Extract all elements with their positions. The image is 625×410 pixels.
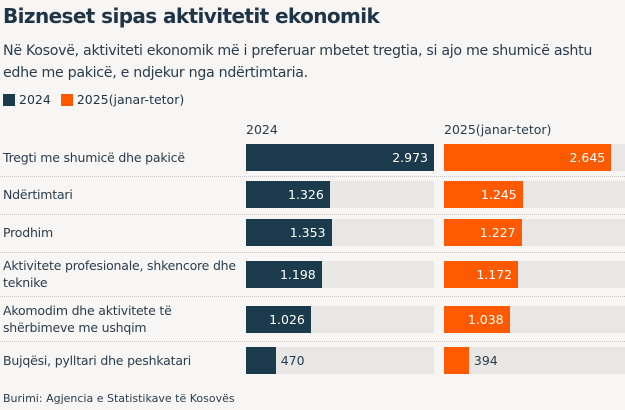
data-label: 1.353 xyxy=(289,225,326,240)
bar-track: 1.038 xyxy=(444,306,625,333)
legend-swatch-2024 xyxy=(3,93,15,106)
bar-track: 1.026 xyxy=(246,306,434,333)
category-label: Tregti me shumicë dhe pakicë xyxy=(3,150,185,165)
category-label: Ndërtimtari xyxy=(3,187,73,202)
bar-track: 2.645 xyxy=(444,144,625,171)
bar-2025 xyxy=(444,181,523,208)
chart-subtitle: Në Kosovë, aktiviteti ekonomik më i pref… xyxy=(3,43,593,81)
bar-track: 1.245 xyxy=(444,181,625,208)
data-label: 1.038 xyxy=(467,312,504,327)
bar-track: 1.198 xyxy=(246,261,434,288)
category-label: Prodhim xyxy=(3,225,53,240)
category-label: Aktivitete profesionale, shkencore dhe t… xyxy=(3,258,236,290)
column-header-2025: 2025(janar-tetor) xyxy=(444,122,552,137)
bar-track: 1.227 xyxy=(444,219,625,246)
legend-label-2025: 2025(janar-tetor) xyxy=(76,92,185,107)
data-label: 2.973 xyxy=(392,150,428,165)
bar-track: 1.172 xyxy=(444,261,625,288)
legend-item-2025: 2025(janar-tetor) xyxy=(60,92,185,107)
bar-2025 xyxy=(444,306,510,333)
legend-item-2024: 2024 xyxy=(3,92,51,107)
bar-track: 470 xyxy=(246,347,434,374)
row-separator xyxy=(0,341,625,342)
source-note: Burimi: Agjencia e Statistikave të Kosov… xyxy=(3,392,235,405)
data-label: 1.172 xyxy=(476,267,513,282)
legend-label-2024: 2024 xyxy=(19,92,51,107)
bar-track: 2.973 xyxy=(246,144,434,171)
bar-2025 xyxy=(444,219,522,246)
bar-2024 xyxy=(246,347,276,374)
row-separator xyxy=(0,176,625,177)
bar-2024 xyxy=(246,261,322,288)
column-header-2024: 2024 xyxy=(246,122,278,137)
bar-2025 xyxy=(444,144,612,171)
legend: 2024 2025(janar-tetor) xyxy=(3,92,194,107)
chart-title: Bizneset sipas aktivitetit ekonomik xyxy=(3,4,380,28)
data-label: 1.026 xyxy=(269,312,305,327)
data-label: 1.245 xyxy=(480,187,517,202)
bar-2024 xyxy=(246,144,434,171)
bar-track: 394 xyxy=(444,347,625,374)
legend-swatch-2025 xyxy=(60,93,73,106)
category-label: Bujqësi, pylltari dhe peshkatari xyxy=(3,353,191,368)
category-label: Akomodim dhe aktivitete të shërbimeve me… xyxy=(3,303,172,335)
data-label: 470 xyxy=(280,353,305,368)
data-label: 2.645 xyxy=(569,150,606,165)
row-separator xyxy=(0,214,625,215)
data-label: 1.198 xyxy=(279,267,316,282)
row-separator xyxy=(0,296,625,297)
bar-2024 xyxy=(246,219,332,246)
data-label: 1.326 xyxy=(288,187,324,202)
bar-2024 xyxy=(246,306,311,333)
data-label: 1.227 xyxy=(479,225,516,240)
bar-track: 1.353 xyxy=(246,219,434,246)
bar-2025 xyxy=(444,261,519,288)
bar-track: 1.326 xyxy=(246,181,434,208)
bar-2024 xyxy=(246,181,330,208)
row-separator xyxy=(0,252,625,253)
bar-2025 xyxy=(444,347,469,374)
data-label: 394 xyxy=(473,353,498,368)
